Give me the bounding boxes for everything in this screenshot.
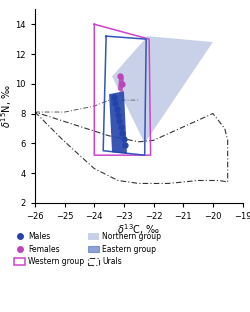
Polygon shape: [109, 91, 127, 154]
Y-axis label: $\delta^{15}$N, ‰: $\delta^{15}$N, ‰: [0, 84, 14, 128]
Legend: Males, Females, Western group, Northern group, Eastern group, Urals: Males, Females, Western group, Northern …: [14, 232, 161, 266]
Polygon shape: [112, 36, 213, 143]
X-axis label: $\delta^{13}$C, ‰: $\delta^{13}$C, ‰: [117, 222, 160, 237]
Polygon shape: [118, 73, 124, 93]
